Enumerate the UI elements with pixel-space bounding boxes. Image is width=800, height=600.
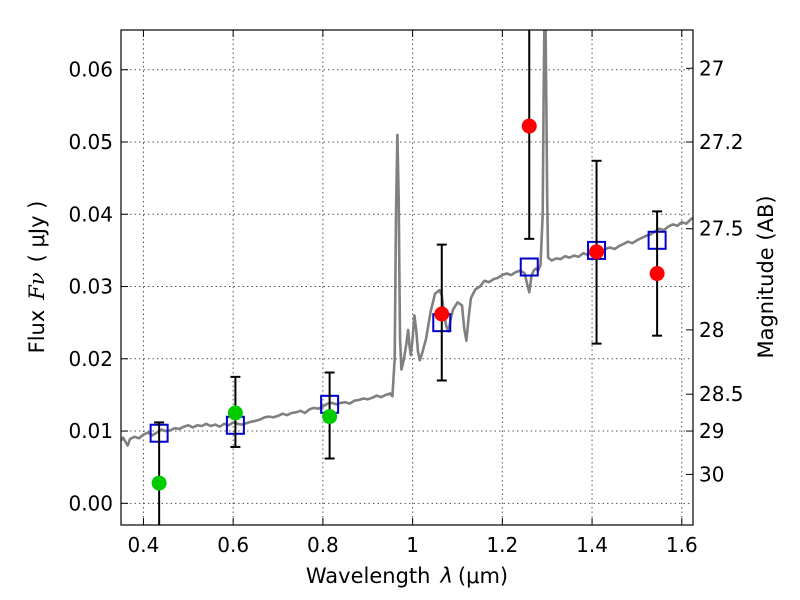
x-tick-label: 1.4 bbox=[576, 533, 608, 557]
data-point bbox=[434, 306, 450, 322]
x-tick-label: 1 bbox=[406, 533, 419, 557]
x-tick-label: 0.8 bbox=[307, 533, 339, 557]
mag-tick-label: 29 bbox=[699, 419, 724, 443]
plot-background bbox=[121, 30, 693, 525]
y-tick-label: 0.01 bbox=[68, 419, 113, 443]
y-tick-label: 0.02 bbox=[68, 347, 113, 371]
mag-tick-label: 27.5 bbox=[699, 217, 744, 241]
x-axis-label: Wavelength bbox=[306, 564, 431, 588]
y-tick-label: 0.03 bbox=[68, 275, 113, 299]
plot-area bbox=[121, 30, 693, 525]
data-points bbox=[151, 118, 665, 491]
mag-tick-label: 28 bbox=[699, 318, 724, 342]
x-axis-unit: (μm) bbox=[458, 564, 508, 588]
mag-tick-label: 30 bbox=[699, 462, 724, 486]
data-point bbox=[589, 244, 605, 260]
x-tick-label: 1.2 bbox=[486, 533, 518, 557]
plot-frame bbox=[120, 29, 694, 526]
y-axis-title: Flux Fν ( μJy ) bbox=[25, 201, 49, 354]
x-tick-label: 0.6 bbox=[217, 533, 249, 557]
mag-tick-label: 28.5 bbox=[699, 382, 744, 406]
mag-tick-label: 27.2 bbox=[699, 130, 744, 154]
data-point bbox=[151, 475, 167, 491]
data-point bbox=[322, 409, 338, 425]
y-axis-unit: ( μJy ) bbox=[25, 201, 49, 263]
y-tick-label: 0.05 bbox=[68, 130, 113, 154]
x-axis-title: Wavelength λ (μm) bbox=[306, 564, 508, 588]
y-tick-label: 0.06 bbox=[68, 58, 113, 82]
axis-ticks: 0.4 0.6 0.8 1 1.2 1.4 1.6 0.00 0.01 0.02 0.03 0.04 0… bbox=[68, 30, 744, 557]
y-tick-label: 0.04 bbox=[68, 202, 113, 226]
grid-lines bbox=[121, 30, 693, 525]
model-box bbox=[519, 257, 539, 277]
x-axis-symbol: λ bbox=[439, 564, 452, 588]
x-tick-label: 0.4 bbox=[128, 533, 160, 557]
data-point bbox=[521, 118, 537, 134]
y-tick-label: 0.00 bbox=[68, 491, 113, 515]
y-axis-symbol: Fν bbox=[25, 272, 49, 301]
y2-axis-title: Magnitude (AB) bbox=[754, 195, 778, 358]
spectrum-line bbox=[121, 30, 693, 447]
data-point bbox=[227, 405, 243, 421]
data-point bbox=[649, 266, 665, 282]
y-axis-label: Flux bbox=[25, 310, 49, 354]
mag-tick-label: 27 bbox=[699, 56, 724, 80]
x-tick-label: 1.6 bbox=[666, 533, 698, 557]
